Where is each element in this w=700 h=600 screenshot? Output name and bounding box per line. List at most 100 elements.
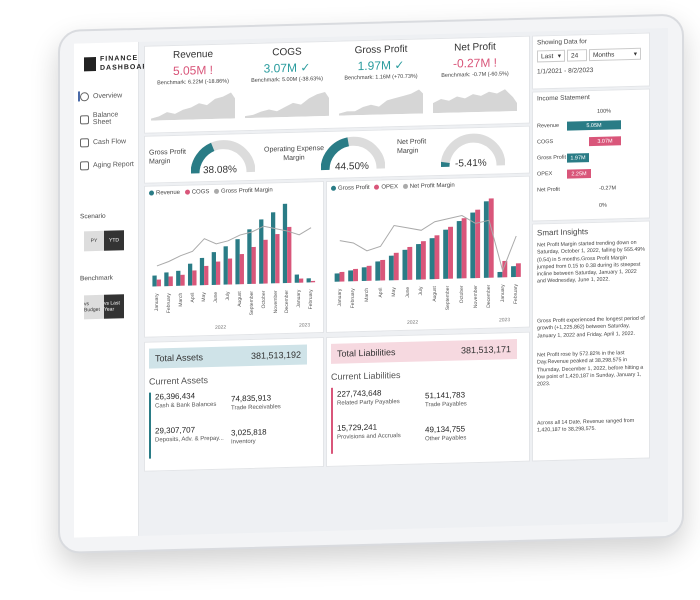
sidebar-item-label: Balance Sheet xyxy=(92,111,119,127)
bar-gross-profit[interactable] xyxy=(511,266,516,278)
kpi-title: Gross Profit xyxy=(354,43,408,57)
period-mode-select[interactable]: Last ▾ xyxy=(537,49,565,63)
bar-gross-profit[interactable] xyxy=(483,201,489,278)
legend-revenue: Revenue xyxy=(156,189,181,197)
bar-gross-profit[interactable] xyxy=(334,273,340,282)
scenario-option-ytd[interactable]: YTD xyxy=(104,230,124,251)
bar-opex[interactable] xyxy=(380,259,386,281)
x-tick-label: September xyxy=(248,290,255,316)
legend-opex: OPEX xyxy=(381,184,399,191)
bar-gross-profit[interactable] xyxy=(361,267,367,282)
bar-cogs[interactable] xyxy=(156,279,161,287)
scenario-option-py[interactable]: PY xyxy=(84,230,104,252)
sidebar-item-balance-sheet[interactable]: Balance Sheet xyxy=(80,111,138,127)
benchmark-toggle[interactable]: vs Budget vs Last Year xyxy=(84,294,124,320)
waterfall-bar: 3.07M xyxy=(589,136,621,147)
bar-opex[interactable] xyxy=(353,268,358,282)
kpi-revenue[interactable]: Revenue 5.05M ! Benchmark: 6.22M (-18.86… xyxy=(149,48,237,130)
bar-opex[interactable] xyxy=(407,246,413,280)
bar-cogs[interactable] xyxy=(263,239,268,284)
bar-revenue[interactable] xyxy=(199,257,205,286)
x-tick-label: April xyxy=(377,287,384,298)
bar-gross-profit[interactable] xyxy=(497,271,503,278)
scenario-toggle[interactable]: PY YTD xyxy=(84,230,124,252)
bar-opex[interactable] xyxy=(515,263,521,278)
date-filter-card: Showing Data for Last ▾ 24 Months ▾ 1/1/20… xyxy=(532,32,650,90)
bar-revenue[interactable] xyxy=(294,274,299,283)
bar-opex[interactable] xyxy=(502,260,508,278)
bar-revenue[interactable] xyxy=(247,229,252,285)
dashboard-screen: FINANCE DASHBOARD Overview Balance Sheet… xyxy=(74,28,668,538)
bar-opex[interactable] xyxy=(339,271,345,282)
assets-accent-bar xyxy=(149,392,151,459)
period-unit-select[interactable]: Months ▾ xyxy=(589,47,641,62)
bar-gross-profit[interactable] xyxy=(375,261,381,281)
bar-cogs[interactable] xyxy=(287,226,292,284)
bar-gross-profit[interactable] xyxy=(348,270,354,282)
bar-revenue[interactable] xyxy=(164,272,169,287)
sidebar-item-aging-report[interactable]: Aging Report xyxy=(80,158,134,171)
x-tick-label: December xyxy=(486,284,493,308)
bar-revenue[interactable] xyxy=(259,219,264,284)
bar-gross-profit[interactable] xyxy=(416,243,421,280)
kpi-net-profit[interactable]: Net Profit -0.27M ! Benchmark: -0.7M (-6… xyxy=(431,41,519,123)
gauge-label-gross-profit-margin: Gross Profit Margin xyxy=(149,148,186,166)
bar-opex[interactable] xyxy=(393,252,399,281)
x-tick-label: November xyxy=(472,284,479,309)
benchmark-option-last-year[interactable]: vs Last Year xyxy=(104,294,124,319)
bar-opex[interactable] xyxy=(420,241,426,280)
net-profit-sparkline xyxy=(433,89,517,114)
bar-revenue[interactable] xyxy=(306,278,311,283)
bar-revenue[interactable] xyxy=(152,275,157,287)
bar-cogs[interactable] xyxy=(239,254,244,285)
bar-gross-profit[interactable] xyxy=(443,229,449,279)
bar-gross-profit[interactable] xyxy=(429,238,435,280)
bar-cogs[interactable] xyxy=(192,270,197,286)
bar-cogs[interactable] xyxy=(298,278,304,283)
bar-revenue[interactable] xyxy=(235,239,240,285)
bar-opex[interactable] xyxy=(448,226,453,279)
bar-revenue[interactable] xyxy=(270,212,276,284)
bar-revenue[interactable] xyxy=(223,246,228,285)
legend-cogs: COGS xyxy=(191,189,210,196)
bar-cogs[interactable] xyxy=(168,276,173,287)
bar-revenue[interactable] xyxy=(187,263,193,286)
bar-revenue[interactable] xyxy=(211,252,216,285)
income-row-opex: OPEX 2.25M xyxy=(537,168,641,180)
bar-opex[interactable] xyxy=(434,235,440,280)
year-label: 2022 xyxy=(215,324,227,331)
bar-cogs[interactable] xyxy=(204,265,209,286)
income-row-net-profit: Net Profit -0.27M xyxy=(537,185,617,194)
bar-cogs[interactable] xyxy=(275,233,280,284)
scenario-label: Scenario xyxy=(80,212,106,221)
bar-gross-profit[interactable] xyxy=(470,212,476,279)
kpi-gross-profit[interactable]: Gross Profit 1.97M ✓ Benchmark: 1.16M (+… xyxy=(337,43,425,125)
bar-cogs[interactable] xyxy=(227,258,233,285)
bar-cogs[interactable] xyxy=(180,274,185,286)
bar-opex[interactable] xyxy=(461,218,467,279)
x-tick-label: February xyxy=(513,283,520,305)
bar-opex[interactable] xyxy=(488,198,494,278)
period-count-input[interactable]: 24 xyxy=(567,49,587,62)
insight-paragraph: Net Profit Margin started trending down … xyxy=(537,239,645,285)
x-tick-label: March xyxy=(363,287,370,302)
bar-revenue[interactable] xyxy=(176,270,181,286)
bar-opex[interactable] xyxy=(366,265,372,281)
kpi-cogs[interactable]: COGS 3.07M ✓ Benchmark: 5.00M (-38.63%) xyxy=(243,46,331,128)
balance-sheet-icon xyxy=(80,114,89,124)
bar-opex[interactable] xyxy=(475,209,481,279)
bar-revenue[interactable] xyxy=(282,203,288,284)
bar-gross-profit[interactable] xyxy=(402,249,408,280)
bar-cogs[interactable] xyxy=(215,261,221,285)
sidebar-item-cash-flow[interactable]: Cash Flow xyxy=(80,135,126,148)
benchmark-option-budget[interactable]: vs Budget xyxy=(84,294,104,320)
bar-gross-profit[interactable] xyxy=(388,255,394,281)
total-assets-value: 381,513,192 xyxy=(250,349,301,361)
gauge-net-profit-margin xyxy=(441,133,505,168)
bar-cogs[interactable] xyxy=(310,280,316,283)
alert-icon: ! xyxy=(209,62,214,78)
bar-gross-profit[interactable] xyxy=(456,221,462,279)
x-tick-label: February xyxy=(350,288,357,309)
sidebar-item-overview[interactable]: Overview xyxy=(80,89,122,102)
bar-cogs[interactable] xyxy=(251,246,256,284)
